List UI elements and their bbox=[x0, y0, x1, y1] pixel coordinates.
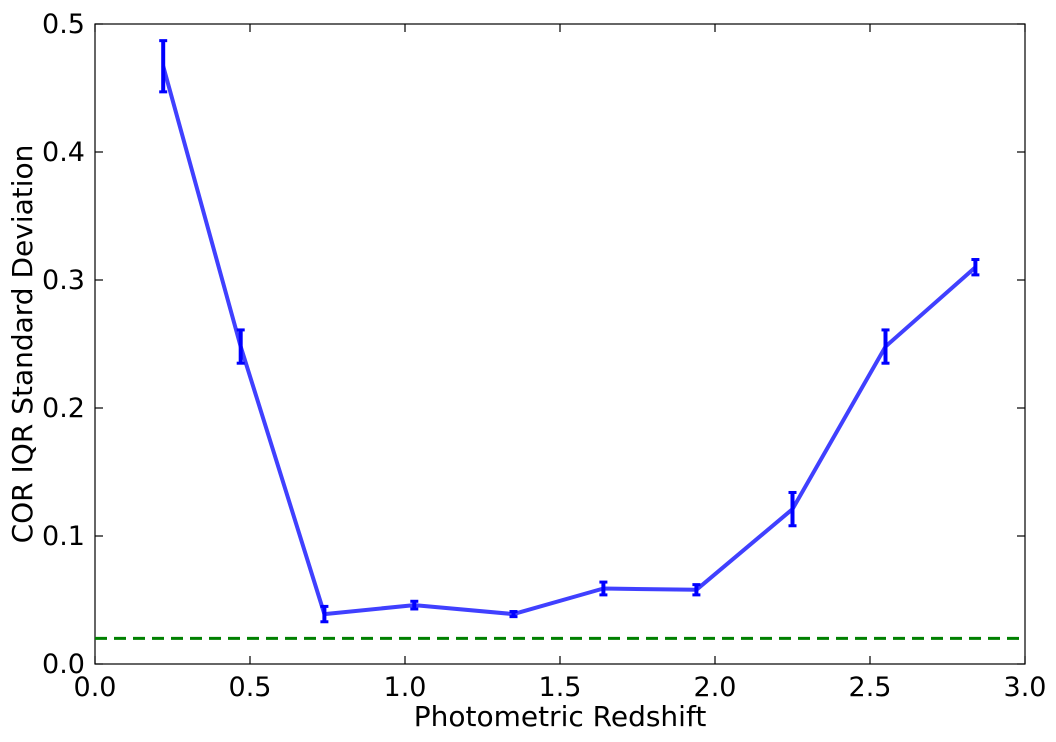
y-tick-label: 0.2 bbox=[42, 393, 85, 424]
error-bar bbox=[881, 328, 890, 365]
x-axis-label: Photometric Redshift bbox=[414, 700, 707, 733]
x-tick-labels: 0.0 0.5 1.0 1.5 2.0 2.5 3.0 bbox=[74, 672, 1047, 703]
error-bar bbox=[599, 580, 608, 597]
error-bar bbox=[410, 599, 419, 611]
y-tick-label: 0.0 bbox=[42, 649, 85, 680]
x-tick-label: 2.0 bbox=[694, 672, 737, 703]
x-tick-label: 0.0 bbox=[74, 672, 117, 703]
error-bar bbox=[236, 328, 245, 365]
x-tick-label: 3.0 bbox=[1004, 672, 1047, 703]
y-tick-label: 0.4 bbox=[42, 137, 85, 168]
x-tick-label: 1.5 bbox=[539, 672, 582, 703]
error-bar bbox=[320, 604, 329, 624]
y-tick-label: 0.5 bbox=[42, 9, 85, 40]
x-tick-label: 2.5 bbox=[849, 672, 892, 703]
error-bar bbox=[509, 610, 518, 619]
y-tick-label: 0.1 bbox=[42, 521, 85, 552]
y-tick-labels: 0.0 0.1 0.2 0.3 0.4 0.5 bbox=[42, 9, 85, 680]
error-bar bbox=[159, 39, 168, 94]
series-line bbox=[161, 65, 977, 617]
error-bar bbox=[692, 583, 701, 597]
x-tick-label: 0.5 bbox=[229, 672, 272, 703]
x-tick-label: 1.0 bbox=[384, 672, 427, 703]
plot-frame bbox=[94, 23, 1026, 665]
y-axis-label: COR IQR Standard Deviation bbox=[6, 145, 39, 544]
axis-ticks bbox=[94, 23, 1026, 665]
series-layer bbox=[159, 39, 980, 624]
error-bar bbox=[788, 490, 797, 528]
error-bar bbox=[971, 258, 980, 277]
y-tick-label: 0.3 bbox=[42, 265, 85, 296]
